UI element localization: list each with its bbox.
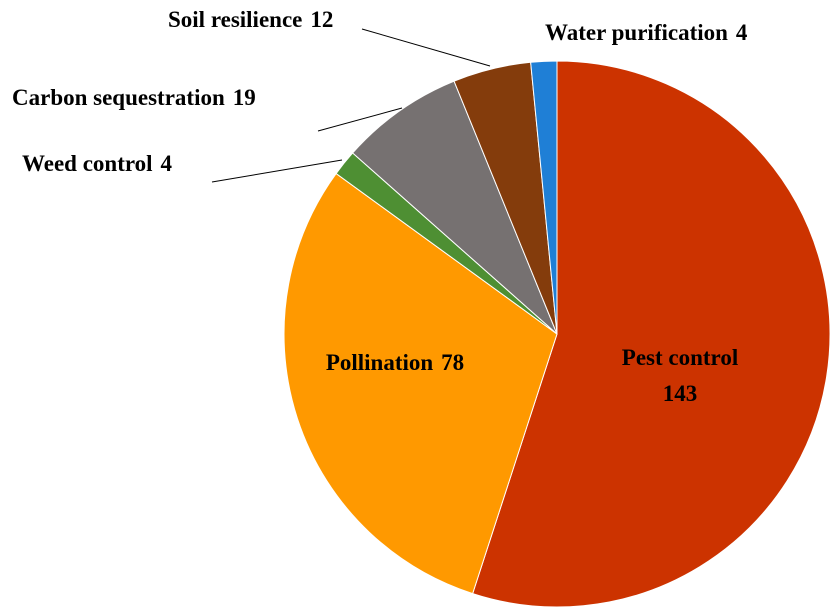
pie-slice — [472, 60, 831, 607]
label-value: 12 — [310, 7, 333, 32]
data-label: Weed control 4 — [22, 151, 173, 176]
label-name: Soil resilience — [168, 7, 302, 32]
pie-slice — [351, 80, 558, 335]
pie-slice — [283, 172, 558, 595]
data-label: Water purification 4 — [545, 20, 748, 45]
label-name: Pest control — [622, 345, 738, 370]
data-label: Soil resilience 12 — [168, 7, 333, 32]
label-name: Weed control — [22, 151, 153, 176]
leader-line — [361, 28, 491, 67]
data-label: Pest control 143 — [622, 345, 738, 406]
leader-line — [317, 107, 403, 132]
pie-slice — [530, 60, 558, 335]
label-name: Carbon sequestration — [12, 85, 225, 110]
label-name: Pollination — [326, 350, 434, 375]
leader-line — [211, 159, 343, 183]
label-value: 143 — [663, 381, 698, 406]
data-label: Pollination 78 — [326, 350, 464, 375]
label-value: 4 — [161, 151, 173, 176]
label-value: 19 — [233, 85, 256, 110]
data-label: Carbon sequestration 19 — [12, 85, 256, 110]
label-value: 4 — [736, 20, 748, 45]
label-name: Water purification — [545, 20, 728, 45]
label-value: 78 — [441, 350, 464, 375]
